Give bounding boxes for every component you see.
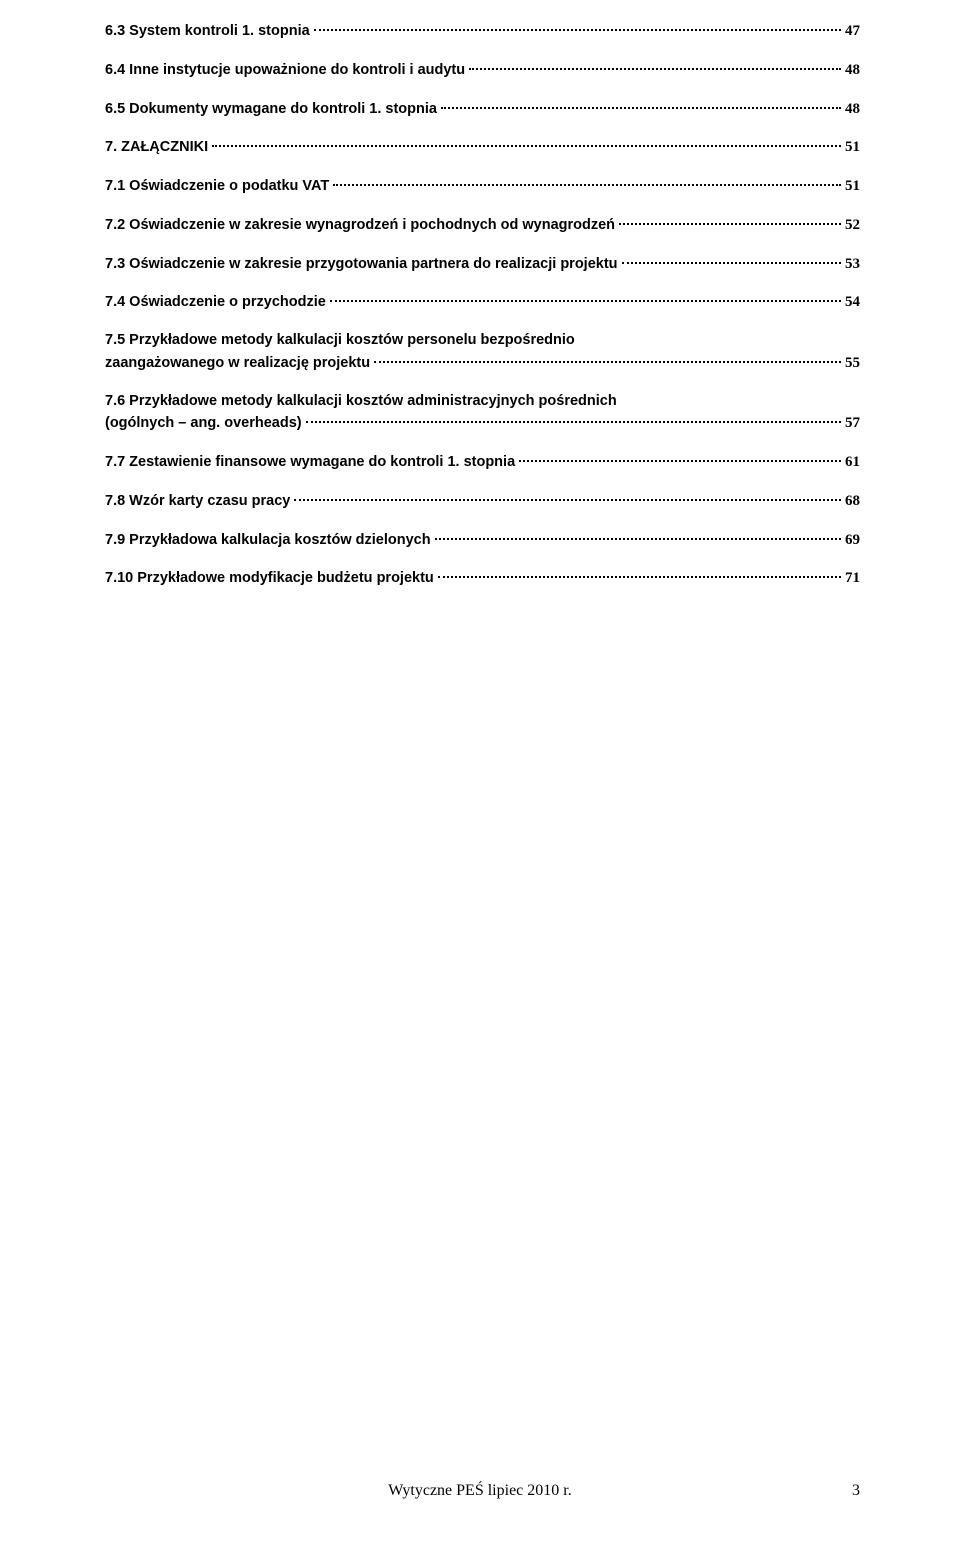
toc-page: 57 bbox=[845, 412, 860, 435]
toc-dots bbox=[619, 223, 841, 225]
toc-entry: 7.2 Oświadczenie w zakresie wynagrodzeń … bbox=[105, 214, 860, 237]
toc-entry: 7.3 Oświadczenie w zakresie przygotowani… bbox=[105, 253, 860, 276]
toc-dots bbox=[435, 538, 841, 540]
toc-text: zaangażowanego w realizację projektu bbox=[105, 353, 370, 375]
toc-entry: 7.9 Przykładowa kalkulacja kosztów dziel… bbox=[105, 529, 860, 552]
toc-page: 47 bbox=[845, 20, 860, 43]
toc-dots bbox=[294, 499, 841, 501]
toc-entry: 7.8 Wzór karty czasu pracy 68 bbox=[105, 490, 860, 513]
toc-text: 7.9 Przykładowa kalkulacja kosztów dziel… bbox=[105, 530, 431, 552]
toc-text: 7.1 Oświadczenie o podatku VAT bbox=[105, 176, 329, 198]
toc-entry: 6.3 System kontroli 1. stopnia 47 bbox=[105, 20, 860, 43]
toc-text: 7.4 Oświadczenie o przychodzie bbox=[105, 292, 326, 314]
footer-text: Wytyczne PEŚ lipiec 2010 r. bbox=[0, 1482, 960, 1500]
toc-entry: 6.4 Inne instytucje upoważnione do kontr… bbox=[105, 59, 860, 82]
toc-entry: 7.6 Przykładowe metody kalkulacji kosztó… bbox=[105, 391, 860, 436]
toc-dots bbox=[438, 576, 841, 578]
toc-text: 6.5 Dokumenty wymagane do kontroli 1. st… bbox=[105, 99, 437, 121]
toc-page: 61 bbox=[845, 451, 860, 474]
table-of-contents: 6.3 System kontroli 1. stopnia 47 6.4 Inne… bbox=[105, 20, 860, 590]
toc-dots bbox=[306, 421, 841, 423]
page-number: 3 bbox=[852, 1482, 860, 1500]
toc-page: 69 bbox=[845, 529, 860, 552]
toc-dots bbox=[333, 184, 841, 186]
toc-text: (ogólnych – ang. overheads) bbox=[105, 413, 302, 435]
toc-text: 7.8 Wzór karty czasu pracy bbox=[105, 491, 290, 513]
toc-text: 7.6 Przykładowe metody kalkulacji kosztó… bbox=[105, 391, 860, 413]
toc-page: 68 bbox=[845, 490, 860, 513]
toc-text: 7.7 Zestawienie finansowe wymagane do ko… bbox=[105, 452, 515, 474]
toc-text: 6.4 Inne instytucje upoważnione do kontr… bbox=[105, 60, 465, 82]
toc-page: 55 bbox=[845, 352, 860, 375]
toc-text: 7. ZAŁĄCZNIKI bbox=[105, 137, 208, 159]
toc-dots bbox=[469, 68, 841, 70]
toc-dots bbox=[330, 300, 841, 302]
toc-page: 48 bbox=[845, 59, 860, 82]
toc-page: 51 bbox=[845, 175, 860, 198]
toc-text: 7.10 Przykładowe modyfikacje budżetu pro… bbox=[105, 568, 434, 590]
toc-dots bbox=[441, 107, 841, 109]
toc-page: 51 bbox=[845, 136, 860, 159]
toc-text: 7.5 Przykładowe metody kalkulacji kosztó… bbox=[105, 330, 860, 352]
toc-dots bbox=[374, 361, 841, 363]
toc-dots bbox=[622, 262, 841, 264]
toc-dots bbox=[212, 145, 841, 147]
toc-entry: 7.7 Zestawienie finansowe wymagane do ko… bbox=[105, 451, 860, 474]
toc-entry: 7.1 Oświadczenie o podatku VAT 51 bbox=[105, 175, 860, 198]
toc-page: 53 bbox=[845, 253, 860, 276]
toc-entry: 7.10 Przykładowe modyfikacje budżetu pro… bbox=[105, 567, 860, 590]
toc-page: 48 bbox=[845, 98, 860, 121]
toc-dots bbox=[519, 460, 841, 462]
toc-page: 54 bbox=[845, 291, 860, 314]
toc-dots bbox=[314, 29, 841, 31]
toc-entry: 6.5 Dokumenty wymagane do kontroli 1. st… bbox=[105, 98, 860, 121]
toc-entry: 7.4 Oświadczenie o przychodzie 54 bbox=[105, 291, 860, 314]
toc-entry: 7.5 Przykładowe metody kalkulacji kosztó… bbox=[105, 330, 860, 375]
toc-page: 52 bbox=[845, 214, 860, 237]
toc-text: 7.3 Oświadczenie w zakresie przygotowani… bbox=[105, 254, 618, 276]
toc-entry: 7. ZAŁĄCZNIKI 51 bbox=[105, 136, 860, 159]
toc-page: 71 bbox=[845, 567, 860, 590]
toc-text: 7.2 Oświadczenie w zakresie wynagrodzeń … bbox=[105, 215, 615, 237]
toc-text: 6.3 System kontroli 1. stopnia bbox=[105, 21, 310, 43]
